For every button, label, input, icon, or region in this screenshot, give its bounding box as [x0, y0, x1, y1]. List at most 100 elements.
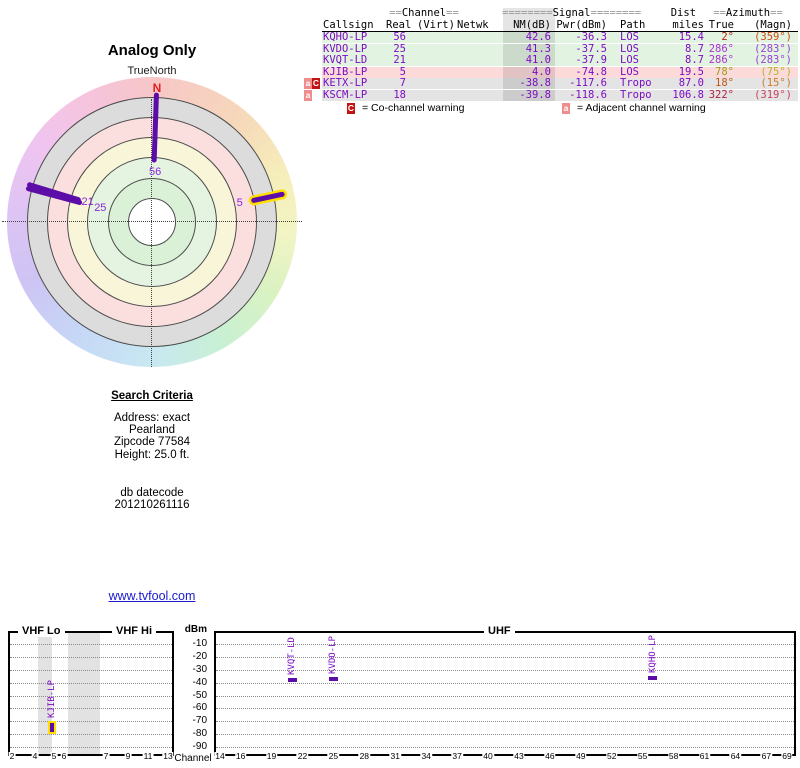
cell-cs: KSCM-LP — [323, 88, 368, 101]
cell-az_true: 286° — [708, 42, 734, 55]
search-criteria-title: Search Criteria — [111, 390, 193, 402]
channel-tick: 49 — [575, 751, 587, 761]
cell-az_magn: (283°) — [754, 54, 792, 67]
channel-tick: 52 — [606, 751, 618, 761]
channel-tick: 7 — [102, 751, 110, 761]
cell-az_true: 286° — [708, 54, 734, 67]
column-header: Pwr(dBm) — [556, 19, 607, 31]
channel-tick: 28 — [358, 751, 371, 761]
column-header: Callsign — [323, 19, 374, 31]
dbm-tick: -30 — [192, 664, 207, 675]
station-marker-kqho-lp — [648, 675, 658, 680]
group-header-dist: Dist — [670, 7, 696, 19]
co-channel-badge: C — [347, 103, 355, 114]
channel-tick: 6 — [60, 751, 68, 761]
cell-real: 18 — [393, 88, 406, 101]
column-header: Real — [386, 19, 412, 31]
channel-tick: 22 — [296, 751, 309, 761]
cell-pwr: -118.6 — [569, 88, 607, 101]
cell-real: 7 — [399, 77, 406, 90]
dbm-tick: -50 — [192, 690, 207, 701]
radar-channel-label: 21 — [81, 196, 94, 209]
cell-real: 21 — [393, 54, 406, 67]
cell-az_magn: (15°) — [760, 77, 792, 90]
channel-tick: 43 — [513, 751, 525, 761]
gridline — [216, 670, 794, 671]
uhf-panel — [214, 631, 796, 756]
channel-tick: 37 — [451, 751, 463, 761]
dbm-tick: -70 — [192, 715, 207, 726]
table-row-kqho-lp[interactable]: KQHO-LP 56 42.6 -36.3 LOS 15.4 2° (359°) — [322, 32, 798, 43]
vhf-lo-label: VHF Lo — [18, 625, 65, 637]
station-label: KJIB-LP — [47, 679, 57, 718]
cell-path: LOS — [620, 31, 639, 43]
channel-tick: 16 — [234, 751, 247, 761]
table-row-ketx-lp[interactable]: KETX-LP 7 -38.8 -117.6 Tropo 87.0 18° (15°) a C — [304, 77, 798, 90]
cell-az_true: 322° — [708, 88, 734, 101]
link-row: www.tvfool.com — [0, 587, 304, 605]
cell-nm: 41.0 — [503, 55, 555, 67]
table-row-kvqt-ld[interactable]: KVQT-LD 21 41.0 -37.9 LOS 8.7 286° (283°) — [322, 54, 798, 67]
cell-pwr: -37.9 — [575, 54, 607, 67]
channel-tick: 34 — [420, 751, 432, 761]
adjacent-channel-row-badge: a — [304, 78, 312, 90]
table-row-kscm-lp[interactable]: KSCM-LP 18 -39.8 -118.6 Tropo 106.8 322° (319°)… — [304, 88, 798, 101]
gridline — [216, 657, 794, 658]
header-underline — [322, 31, 798, 32]
db-datecode-value: 201210261116 — [114, 499, 190, 512]
column-header: (Magn) — [754, 19, 792, 31]
cell-cs: KJIB-LP — [323, 65, 368, 78]
gridline — [216, 708, 794, 709]
cell-pwr: -37.5 — [575, 42, 607, 55]
search-height: Height: 25.0 ft. — [114, 448, 190, 461]
channel-tick: 69 — [781, 751, 793, 761]
cell-path: LOS — [620, 65, 639, 78]
station-label: KQHO-LP — [647, 634, 658, 673]
channel-tick: 64 — [729, 751, 742, 761]
co-channel-row-badge: C — [312, 78, 320, 90]
channel-tick: 4 — [31, 751, 39, 761]
channel-tick: 55 — [636, 751, 649, 761]
cell-cs: KETX-LP — [323, 77, 368, 90]
crosshair-vertical — [151, 99, 152, 367]
radar-plot: N 56 25 21 5 — [2, 77, 302, 367]
cell-az_magn: (283°) — [754, 42, 792, 55]
cell-nm: 41.3 — [503, 43, 555, 55]
search-city: Pearland — [128, 424, 176, 437]
cell-miles: 8.7 — [685, 54, 704, 67]
dbm-axis-label: dBm — [184, 624, 207, 635]
dbm-tick: -10 — [192, 638, 207, 649]
channel-tick: 19 — [265, 751, 278, 761]
cell-path: Tropo — [620, 88, 652, 101]
adjacent-channel-badge: a — [562, 103, 570, 114]
station-label: KVQT-LD — [287, 636, 298, 675]
dbm-tick: -40 — [192, 677, 207, 688]
cell-miles: 19.5 — [678, 65, 704, 78]
channel-tick: 46 — [544, 751, 556, 761]
cell-miles: 106.8 — [672, 88, 704, 101]
table-row-kjib-lp[interactable]: KJIB-LP 5 4.0 -74.8 LOS 19.5 78° (75°) — [322, 65, 798, 78]
station-marker-kvdo-lp — [328, 677, 338, 682]
channel-axis-label: Channel — [174, 753, 212, 764]
cell-miles: 15.4 — [678, 31, 704, 43]
db-datecode-label: db datecode — [120, 487, 184, 499]
crosshair-horizontal — [2, 221, 302, 222]
column-header: Netwk — [457, 19, 489, 31]
fm-spectrum-band — [68, 633, 100, 754]
channel-tick: 25 — [327, 751, 340, 761]
gridline — [10, 708, 172, 709]
radar-channel-label: 56 — [149, 166, 162, 179]
tvfool-link[interactable]: www.tvfool.com — [108, 589, 196, 603]
cell-pwr: -74.8 — [575, 65, 607, 78]
cell-miles: 8.7 — [685, 42, 704, 55]
gridline — [216, 683, 794, 684]
cell-miles: 87.0 — [678, 77, 704, 90]
search-address: Address: exact — [113, 412, 191, 424]
table-row-kvdo-lp[interactable]: KVDO-LP 25 41.3 -37.5 LOS 8.7 286° (283°) — [322, 42, 798, 55]
gridline — [10, 721, 172, 722]
cell-cs: KVQT-LD — [323, 54, 368, 67]
group-header-azimuth: ==Azimuth== — [713, 7, 783, 19]
radar-channel-label: 5 — [236, 197, 243, 210]
gridline — [10, 670, 172, 671]
